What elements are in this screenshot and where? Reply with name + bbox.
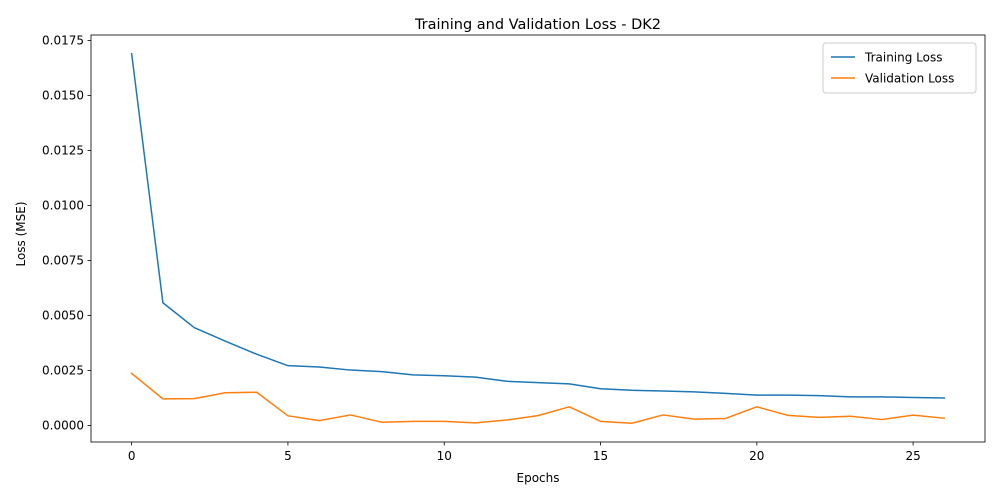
y-tick-label: 0.0025 bbox=[42, 364, 84, 378]
x-axis-label: Epochs bbox=[517, 471, 560, 485]
legend-label: Training Loss bbox=[864, 50, 942, 64]
x-tick-label: 10 bbox=[437, 449, 452, 463]
legend-label: Validation Loss bbox=[865, 71, 954, 85]
plot-area bbox=[90, 34, 986, 443]
chart-title: Training and Validation Loss - DK2 bbox=[414, 17, 661, 33]
y-tick-label: 0.0175 bbox=[42, 34, 84, 48]
y-axis: 0.0000 0.0025 0.0050 0.0075 0.0100 0.0125 0.01… bbox=[42, 34, 91, 433]
y-tick-label: 0.0125 bbox=[42, 144, 84, 158]
y-tick-label: 0.0000 bbox=[42, 419, 84, 433]
x-axis: 0 5 10 15 20 25 bbox=[128, 442, 921, 463]
y-tick-label: 0.0100 bbox=[42, 199, 84, 213]
legend: Training Loss Validation Loss bbox=[822, 42, 977, 94]
legend-box bbox=[822, 42, 977, 94]
y-tick-label: 0.0075 bbox=[42, 254, 84, 268]
series-line-0 bbox=[130, 52, 946, 399]
y-tick-label: 0.0150 bbox=[42, 89, 84, 103]
x-tick-label: 25 bbox=[905, 449, 920, 463]
y-tick-label: 0.0050 bbox=[42, 309, 84, 323]
axes-frame bbox=[90, 34, 986, 443]
x-tick-label: 0 bbox=[128, 449, 136, 463]
x-tick-label: 15 bbox=[593, 449, 608, 463]
y-axis-label: Loss (MSE) bbox=[14, 201, 28, 266]
x-tick-label: 5 bbox=[284, 449, 292, 463]
series-line-1 bbox=[130, 372, 946, 425]
x-tick-label: 20 bbox=[749, 449, 764, 463]
